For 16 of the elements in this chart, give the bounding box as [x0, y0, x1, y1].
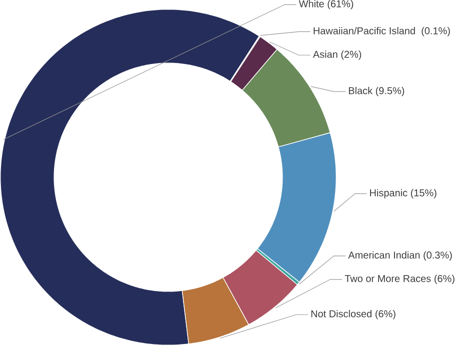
slice-label: Not Disclosed: [311, 310, 372, 318]
data-label: (0.3%): [424, 252, 452, 261]
slice-label: American Indian: [348, 252, 420, 259]
data-label: (6%): [434, 274, 454, 284]
slice-label: Two or More Races: [344, 275, 431, 282]
slice-label: Asian: [312, 50, 338, 58]
data-label: (6%): [376, 310, 396, 320]
data-label: (61%): [328, 0, 354, 10]
slice-label: White: [298, 0, 324, 8]
data-label: (9.5%): [376, 87, 404, 96]
slice-label: Hispanic: [370, 189, 408, 199]
data-label: (2%): [341, 50, 362, 60]
data-label: (15%): [410, 189, 436, 199]
slice-label: Hawaiian/Pacific Island: [314, 27, 415, 35]
slice-label: Black: [348, 87, 373, 94]
data-label: (0.1%): [422, 27, 450, 37]
